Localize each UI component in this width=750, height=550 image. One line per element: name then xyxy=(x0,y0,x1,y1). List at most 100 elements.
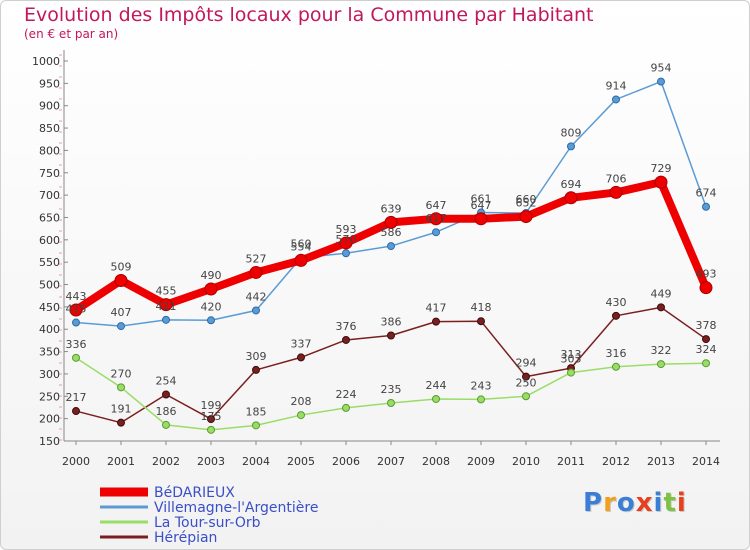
data-label: 954 xyxy=(651,62,672,75)
data-label: 224 xyxy=(336,388,357,401)
logo-letter: r xyxy=(603,488,617,518)
data-label: 254 xyxy=(156,375,177,388)
data-label: 243 xyxy=(471,379,492,392)
y-tick-label: 700 xyxy=(39,189,60,202)
data-label: 309 xyxy=(246,350,267,363)
data-point xyxy=(297,411,305,420)
data-point xyxy=(114,274,128,288)
data-label: 593 xyxy=(336,223,357,236)
data-point xyxy=(387,331,395,340)
x-tick-label: 2014 xyxy=(692,455,720,468)
data-label: 570 xyxy=(336,233,357,246)
data-point xyxy=(522,372,530,381)
data-label: 586 xyxy=(381,226,402,239)
logo-letter: o xyxy=(616,488,636,518)
logo-letter: i xyxy=(676,488,687,518)
x-tick-label: 2003 xyxy=(197,455,225,468)
y-tick-label: 950 xyxy=(39,77,60,90)
logo-letter: x xyxy=(635,488,654,518)
data-label: 729 xyxy=(651,162,672,175)
y-tick-label: 550 xyxy=(39,256,60,269)
x-tick-label: 2013 xyxy=(647,455,675,468)
x-tick-label: 2012 xyxy=(602,455,630,468)
legend-label-1: Villemagne-l'Argentière xyxy=(154,500,318,516)
data-point xyxy=(477,317,485,326)
data-point xyxy=(117,322,125,331)
data-label: 208 xyxy=(291,395,312,408)
data-label: 417 xyxy=(426,302,447,315)
data-point xyxy=(522,392,530,401)
data-label: 322 xyxy=(651,344,672,357)
data-label: 617 xyxy=(426,212,447,225)
data-label: 443 xyxy=(66,290,87,303)
y-tick-label: 400 xyxy=(39,323,60,336)
data-point xyxy=(207,316,215,325)
x-tick-label: 2002 xyxy=(152,455,180,468)
logo-letter: i xyxy=(653,488,664,518)
x-tick-label: 2011 xyxy=(557,455,585,468)
data-point xyxy=(162,390,170,399)
logo-letter: P xyxy=(583,488,604,518)
data-label: 303 xyxy=(561,353,582,366)
data-point xyxy=(294,253,308,267)
data-label: 455 xyxy=(156,285,177,298)
data-label: 191 xyxy=(111,403,132,416)
data-label: 336 xyxy=(66,338,87,351)
y-tick-label: 450 xyxy=(39,301,60,314)
data-point xyxy=(387,399,395,407)
data-label: 378 xyxy=(696,319,717,332)
data-point xyxy=(72,353,80,362)
data-point xyxy=(342,403,350,412)
data-point xyxy=(699,281,713,295)
data-label: 652 xyxy=(516,197,537,210)
data-point xyxy=(117,418,125,427)
data-point xyxy=(162,315,170,324)
data-label: 313 xyxy=(561,348,582,361)
legend-label-2: La Tour-sur-Orb xyxy=(154,515,261,531)
x-tick-label: 2000 xyxy=(62,455,90,468)
legend-label-3: Hérépian xyxy=(154,530,217,546)
data-point xyxy=(252,365,260,374)
data-label: 639 xyxy=(381,202,402,215)
proxiti-logo: Proxiti xyxy=(583,488,687,518)
data-point xyxy=(657,360,665,369)
data-label: 244 xyxy=(426,379,447,392)
chart-subtitle: (en € et par an) xyxy=(24,27,119,41)
data-label: 647 xyxy=(426,199,447,212)
data-point xyxy=(657,303,665,312)
logo-letter: t xyxy=(663,488,677,518)
data-label: 415 xyxy=(66,303,87,316)
data-label: 661 xyxy=(471,193,492,206)
data-label: 421 xyxy=(156,300,177,313)
data-label: 418 xyxy=(471,301,492,314)
data-label: 186 xyxy=(156,405,177,418)
data-label: 554 xyxy=(291,240,312,253)
y-tick-label: 300 xyxy=(39,368,60,381)
data-point xyxy=(609,185,623,199)
data-label: 175 xyxy=(201,410,222,423)
data-point xyxy=(204,282,218,296)
x-tick-label: 2007 xyxy=(377,455,405,468)
x-tick-label: 2004 xyxy=(242,455,270,468)
x-tick-label: 2009 xyxy=(467,455,495,468)
data-point xyxy=(702,335,710,344)
data-label: 647 xyxy=(471,199,492,212)
data-label: 294 xyxy=(516,357,537,370)
y-tick-label: 200 xyxy=(39,413,60,426)
data-point xyxy=(72,318,80,327)
data-label: 660 xyxy=(516,193,537,206)
y-tick-label: 250 xyxy=(39,390,60,403)
data-point xyxy=(432,228,440,237)
data-point xyxy=(564,191,578,205)
data-point xyxy=(342,335,350,344)
data-label: 430 xyxy=(606,296,627,309)
data-label: 449 xyxy=(651,287,672,300)
x-tick-label: 2008 xyxy=(422,455,450,468)
data-point xyxy=(654,175,668,189)
data-label: 442 xyxy=(246,290,267,303)
data-point xyxy=(342,249,350,258)
y-tick-label: 900 xyxy=(39,100,60,113)
data-point xyxy=(384,215,398,229)
